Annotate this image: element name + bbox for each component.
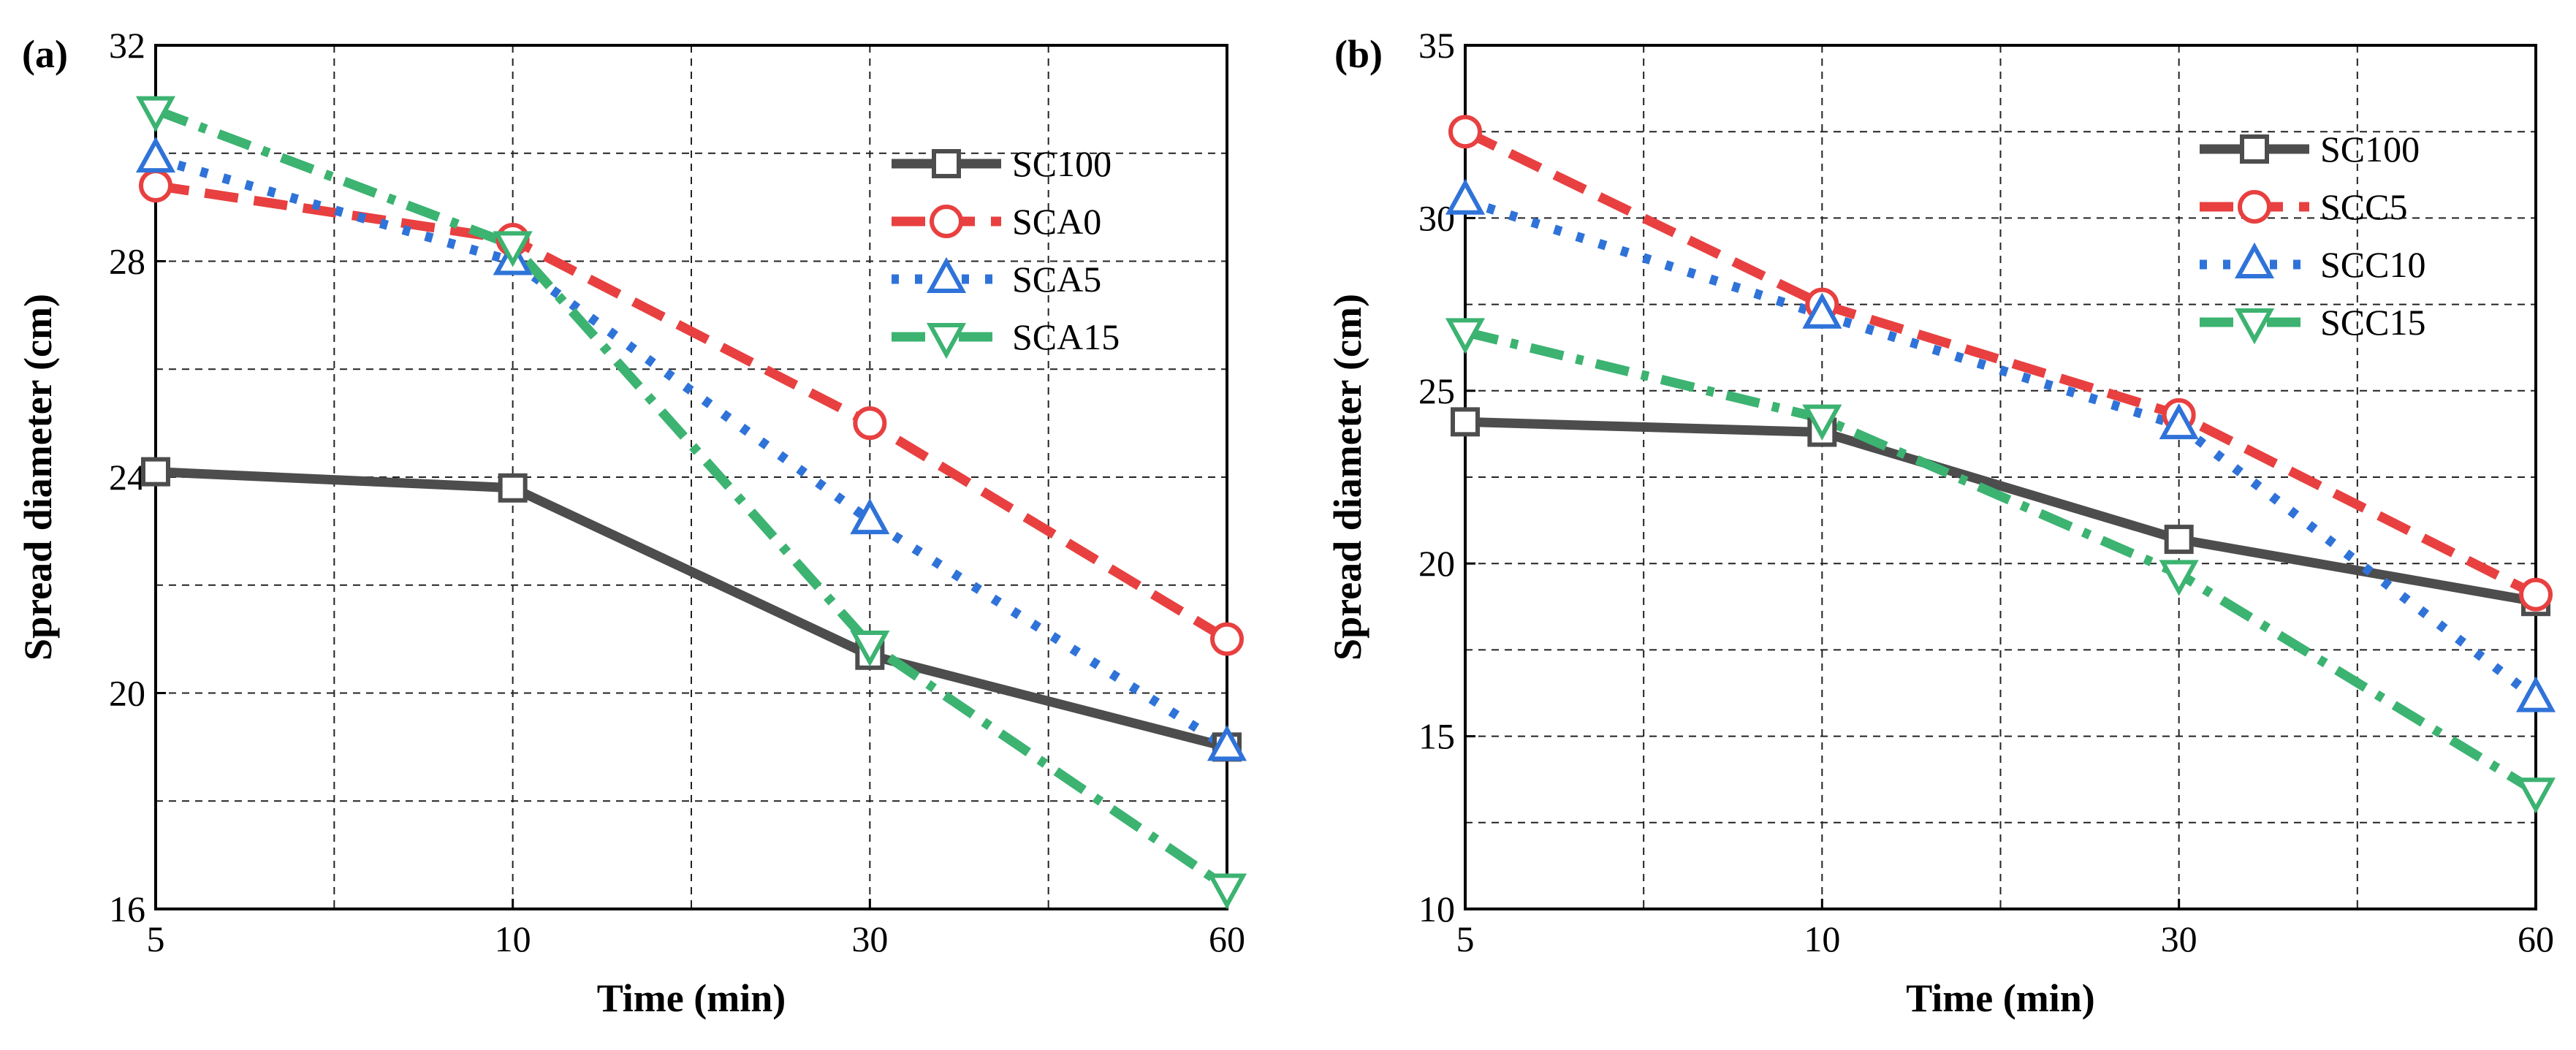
x-axis-label: Time (min) — [1906, 976, 2094, 1020]
legend-label: SC100 — [2320, 129, 2420, 170]
y-tick-label: 15 — [1418, 716, 1455, 757]
data-point-sc100 — [2164, 525, 2194, 555]
data-point-scc15 — [1445, 318, 1486, 354]
y-axis-label: Spread diameter (cm) — [16, 294, 60, 661]
data-point-sc100 — [1451, 407, 1480, 437]
y-tick-label: 16 — [109, 889, 145, 929]
y-tick-label: 32 — [109, 25, 145, 66]
y-tick-label: 30 — [1418, 197, 1455, 238]
legend-label: SCC10 — [2320, 244, 2426, 285]
y-tick-label: 25 — [1418, 370, 1455, 411]
data-point-sca0 — [853, 406, 887, 441]
data-point-sca5 — [850, 498, 890, 535]
legend-label: SC100 — [1012, 143, 1112, 184]
data-point-sca15 — [1207, 873, 1247, 910]
data-point-scc10 — [2515, 676, 2556, 712]
data-point-sca5 — [1207, 725, 1247, 761]
data-point-sca15 — [493, 231, 533, 267]
legend-marker — [926, 256, 967, 293]
legend-marker — [2240, 134, 2269, 164]
data-point-scc15 — [2159, 560, 2199, 596]
data-point-sca0 — [1210, 622, 1244, 656]
data-point-sc100 — [141, 457, 170, 487]
series-line-sca0 — [155, 180, 1230, 644]
panel-label: (a) — [22, 32, 68, 76]
data-point-sca15 — [850, 631, 890, 667]
y-tick-label: 20 — [109, 673, 145, 714]
panel-label: (b) — [1334, 32, 1383, 76]
y-tick-label: 24 — [109, 457, 145, 498]
y-axis-label: Spread diameter (cm) — [1326, 294, 1369, 661]
x-axis-label: Time (min) — [597, 976, 786, 1020]
series-line-sc100 — [155, 467, 1228, 752]
legend-marker — [2234, 308, 2275, 345]
x-tick-label: 5 — [147, 918, 165, 959]
data-point-scc10 — [1445, 178, 1486, 215]
legend-label: SCA0 — [1012, 201, 1101, 242]
x-tick-label: 10 — [1804, 918, 1840, 959]
y-tick-label: 20 — [1418, 543, 1455, 584]
legend-label: SCC15 — [2320, 302, 2426, 343]
data-point-scc15 — [1802, 404, 1842, 441]
grid — [1465, 45, 2536, 909]
x-tick-label: 5 — [1456, 918, 1475, 959]
legend-marker — [930, 205, 963, 238]
legend: SC100 SCA0 SCA5 SCA15 — [892, 143, 1120, 359]
legend-marker — [932, 149, 961, 178]
legend-label: SCA5 — [1012, 259, 1101, 300]
series-line-scc10 — [1464, 196, 2539, 702]
legend: SC100 SCC5 SCC10 SCC15 — [2200, 129, 2426, 345]
x-tick-label: 60 — [1209, 918, 1245, 959]
x-tick-label: 60 — [2518, 918, 2554, 959]
legend-marker — [2238, 190, 2271, 224]
x-tick-label: 30 — [2161, 918, 2197, 959]
data-point-sca0 — [139, 169, 172, 203]
data-point-scc10 — [1802, 292, 1842, 329]
legend-label: SCC5 — [2320, 186, 2408, 227]
x-tick-label: 10 — [495, 918, 531, 959]
data-point-scc5 — [2519, 577, 2553, 612]
data-point-scc15 — [2515, 777, 2556, 814]
data-point-sca5 — [135, 136, 176, 173]
data-point-scc10 — [2159, 403, 2199, 440]
data-point-sc100 — [498, 473, 528, 503]
y-tick-label: 10 — [1418, 889, 1455, 929]
plot-frame — [1464, 44, 2537, 910]
x-tick-label: 30 — [851, 918, 888, 959]
series-line-scc15 — [1464, 327, 2539, 796]
series-line-scc5 — [1463, 127, 2538, 599]
legend-label: SCA15 — [1012, 316, 1120, 357]
data-point-sca15 — [135, 96, 176, 132]
y-tick-label: 35 — [1418, 25, 1455, 66]
legend-marker — [2234, 242, 2275, 278]
chart-panel-a: 16 20 24 28 32 5 10 30 60 Time (min) Spread diamet… — [16, 25, 1247, 1020]
series-line-sc100 — [1464, 416, 2537, 606]
legend-marker — [926, 323, 967, 359]
data-point-scc5 — [1448, 115, 1482, 149]
y-tick-label: 28 — [109, 241, 145, 282]
